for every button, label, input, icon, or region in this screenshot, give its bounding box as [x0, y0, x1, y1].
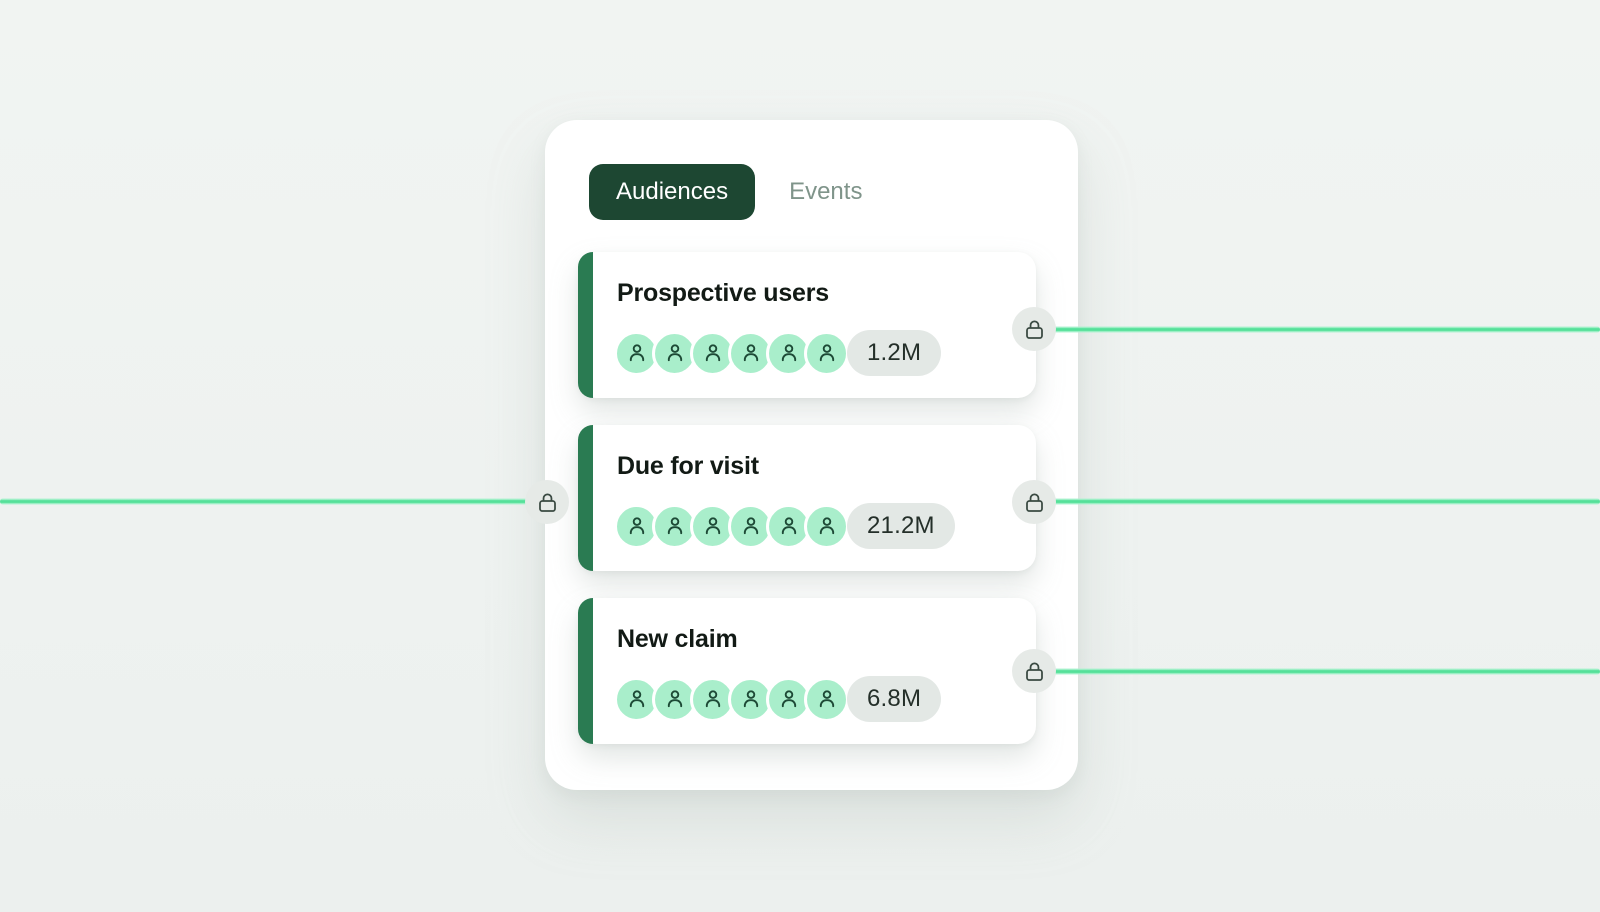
person-icon: [781, 517, 796, 535]
person-avatar: [690, 503, 735, 549]
person-icon: [781, 690, 796, 708]
audience-count-badge: 1.2M: [847, 330, 942, 376]
tab-audiences[interactable]: Audiences: [589, 164, 756, 220]
person-icon: [629, 690, 644, 708]
tab-events[interactable]: Events: [789, 164, 862, 220]
tab-bar: Audiences Events: [589, 164, 1078, 220]
audience-panel: Audiences Events Prospective users: [545, 120, 1078, 790]
audience-title: New claim: [617, 625, 738, 653]
person-icon: [629, 517, 644, 535]
audience-title: Due for visit: [617, 452, 759, 480]
person-avatar: [728, 676, 773, 722]
person-avatar: [690, 330, 735, 376]
person-icon: [667, 344, 682, 362]
connector-line-row3-right: [1048, 668, 1600, 675]
audience-count-badge: 21.2M: [847, 503, 955, 549]
connector-line-row2-left: [0, 498, 528, 505]
connector-line-row2-right: [1048, 498, 1600, 505]
lock-icon: [1025, 662, 1043, 681]
avatar-row: 21.2M: [614, 503, 1016, 549]
person-icon: [743, 344, 758, 362]
card-accent-bar: [578, 598, 593, 744]
audience-count-badge: 6.8M: [847, 676, 942, 722]
person-icon: [667, 690, 682, 708]
person-icon: [705, 517, 720, 535]
card-accent-bar: [578, 425, 593, 571]
person-icon: [705, 344, 720, 362]
lock-icon: [538, 493, 556, 512]
person-icon: [705, 690, 720, 708]
person-icon: [781, 344, 796, 362]
avatar-row: 1.2M: [614, 330, 1016, 376]
connector-line-row1-right: [1048, 326, 1600, 333]
lock-icon: [1025, 493, 1043, 512]
person-icon: [629, 344, 644, 362]
audience-card-list: Prospective users: [578, 252, 1036, 744]
audience-card[interactable]: Due for visit: [578, 425, 1036, 571]
person-avatar: [804, 330, 849, 376]
person-icon: [819, 690, 834, 708]
audience-title: Prospective users: [617, 279, 829, 307]
lock-button-row2-right[interactable]: [1012, 480, 1056, 524]
card-accent-bar: [578, 252, 593, 398]
person-avatar: [766, 676, 811, 722]
lock-icon: [1025, 320, 1043, 339]
person-icon: [743, 690, 758, 708]
person-avatar: [614, 330, 659, 376]
person-icon: [819, 344, 834, 362]
person-avatar: [804, 676, 849, 722]
person-avatar: [804, 503, 849, 549]
audience-card[interactable]: New claim: [578, 598, 1036, 744]
avatar-row: 6.8M: [614, 676, 1016, 722]
lock-button-row3-right[interactable]: [1012, 649, 1056, 693]
person-icon: [667, 517, 682, 535]
person-icon: [819, 517, 834, 535]
person-icon: [743, 517, 758, 535]
lock-button-row1-right[interactable]: [1012, 307, 1056, 351]
audience-card[interactable]: Prospective users: [578, 252, 1036, 398]
person-avatar: [766, 503, 811, 549]
person-avatar: [728, 330, 773, 376]
lock-button-row2-left[interactable]: [525, 480, 569, 524]
